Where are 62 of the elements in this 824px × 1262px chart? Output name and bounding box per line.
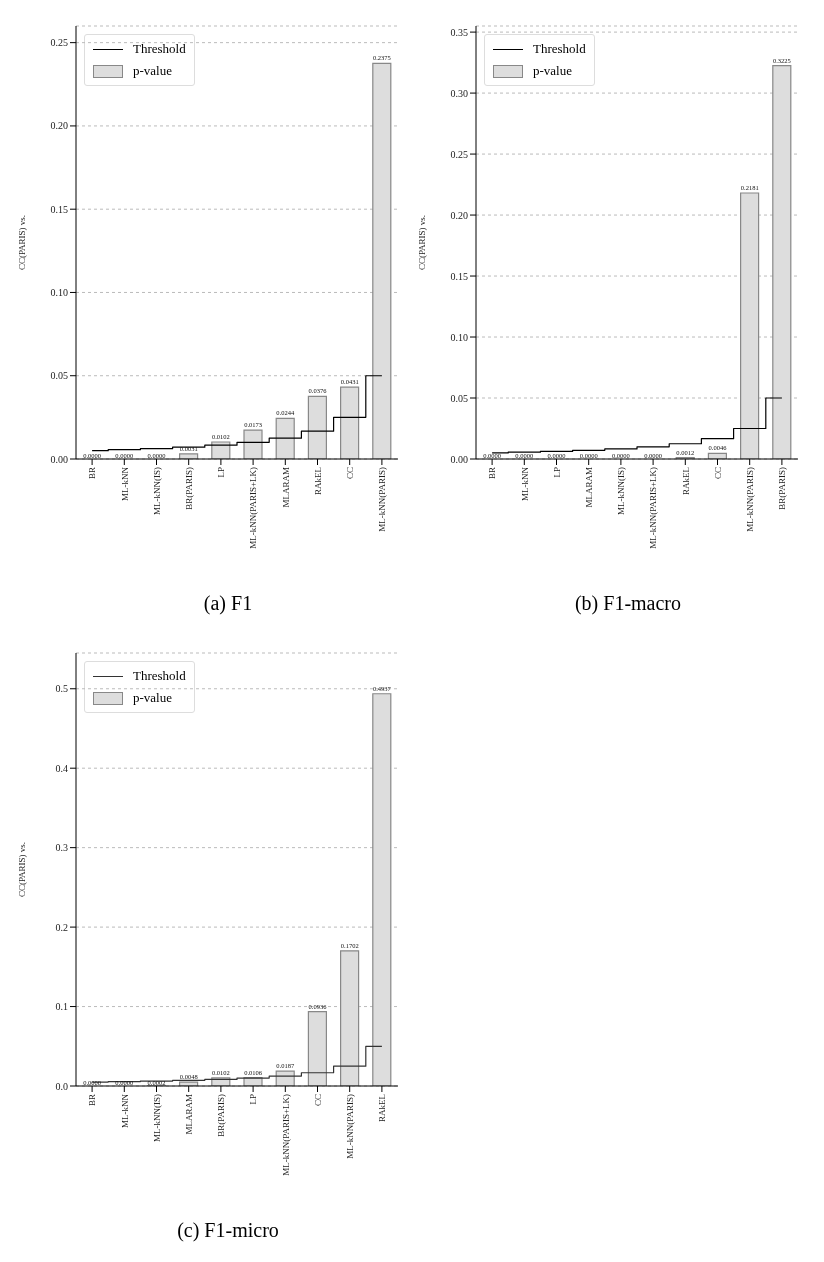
y-tick-label: 0.25	[50, 37, 68, 49]
legend-label: p-value	[133, 63, 172, 79]
x-tick-label: ML-kNN(PARIS+LK)	[248, 467, 259, 549]
x-tick-label: LP	[216, 467, 227, 478]
x-tick-label: CC	[312, 1094, 323, 1107]
x-tick-label: MLARAM	[584, 467, 595, 508]
legend-label: Threshold	[133, 41, 186, 57]
legend-label: Threshold	[133, 668, 186, 684]
x-tick-label: RAkEL	[377, 1094, 388, 1122]
y-tick-label: 0.25	[450, 148, 468, 160]
text: (a) F1	[202, 592, 254, 615]
y-tick-label: 0.00	[50, 453, 68, 465]
y-tick-label: 0.5	[55, 683, 68, 695]
x-tick-label: CC	[345, 467, 356, 480]
y-tick-label: 0.35	[450, 26, 468, 38]
x-tick-label: RAkEL	[312, 467, 323, 495]
y-tick-label: 0.15	[50, 203, 68, 215]
x-tick-label: BR	[487, 467, 498, 480]
x-tick-label: ML-kNN(PARIS)	[377, 467, 388, 532]
x-tick-label: LP	[248, 1094, 259, 1105]
x-tick-label: MLARAM	[184, 1094, 195, 1135]
y-tick-label: 0.00	[450, 453, 468, 465]
text: (b) F1-macro	[573, 592, 683, 615]
y-axis-title: CC(PARIS) vs.	[17, 214, 28, 271]
x-tick-label: CC	[712, 467, 723, 480]
y-tick-label: 0.10	[50, 287, 68, 299]
x-tick-label: ML-kNN(IS)	[151, 467, 162, 515]
y-tick-label: 0.0	[55, 1080, 68, 1092]
x-tick-label: ML-kNN(PARIS+LK)	[280, 1094, 291, 1176]
y-tick-label: 0.10	[450, 331, 468, 343]
x-tick-label: LP	[551, 467, 562, 478]
x-tick-label: BR(PARIS)	[216, 1094, 227, 1137]
x-tick-label: ML-kNN(PARIS)	[745, 467, 756, 532]
y-tick-label: 0.4	[55, 762, 68, 774]
x-tick-label: ML-kNN	[119, 1093, 130, 1128]
x-tick-label: BR	[87, 467, 98, 480]
y-tick-label: 0.20	[50, 120, 68, 132]
y-tick-label: 0.2	[55, 921, 68, 933]
text: (c) F1-micro	[176, 1219, 280, 1242]
x-tick-label: RAkEL	[680, 467, 691, 495]
y-tick-label: 0.30	[450, 87, 468, 99]
x-tick-label: BR(PARIS)	[777, 467, 788, 510]
x-tick-label: ML-kNN(PARIS+LK)	[648, 467, 659, 549]
legend-label: p-value	[533, 63, 572, 79]
x-tick-label: ML-kNN(PARIS)	[345, 1094, 356, 1159]
y-axis-title: CC(PARIS) vs.	[417, 214, 428, 271]
y-tick-label: 0.05	[450, 392, 468, 404]
x-tick-label: ML-kNN	[519, 466, 530, 501]
y-tick-label: 0.20	[450, 209, 468, 221]
x-tick-label: BR	[87, 1094, 98, 1107]
y-axis-title: CC(PARIS) vs.	[17, 841, 28, 898]
x-tick-label: ML-kNN(IS)	[151, 1094, 162, 1142]
legend-label: p-value	[133, 690, 172, 706]
x-tick-label: MLARAM	[280, 467, 291, 508]
x-tick-label: BR(PARIS)	[184, 467, 195, 510]
x-tick-label: ML-kNN	[119, 466, 130, 501]
y-tick-label: 0.15	[450, 270, 468, 282]
y-tick-label: 0.1	[55, 1001, 68, 1013]
legend-label: Threshold	[533, 41, 586, 57]
y-tick-label: 0.05	[50, 370, 68, 382]
x-tick-label: ML-kNN(IS)	[616, 467, 627, 515]
y-tick-label: 0.3	[55, 842, 68, 854]
